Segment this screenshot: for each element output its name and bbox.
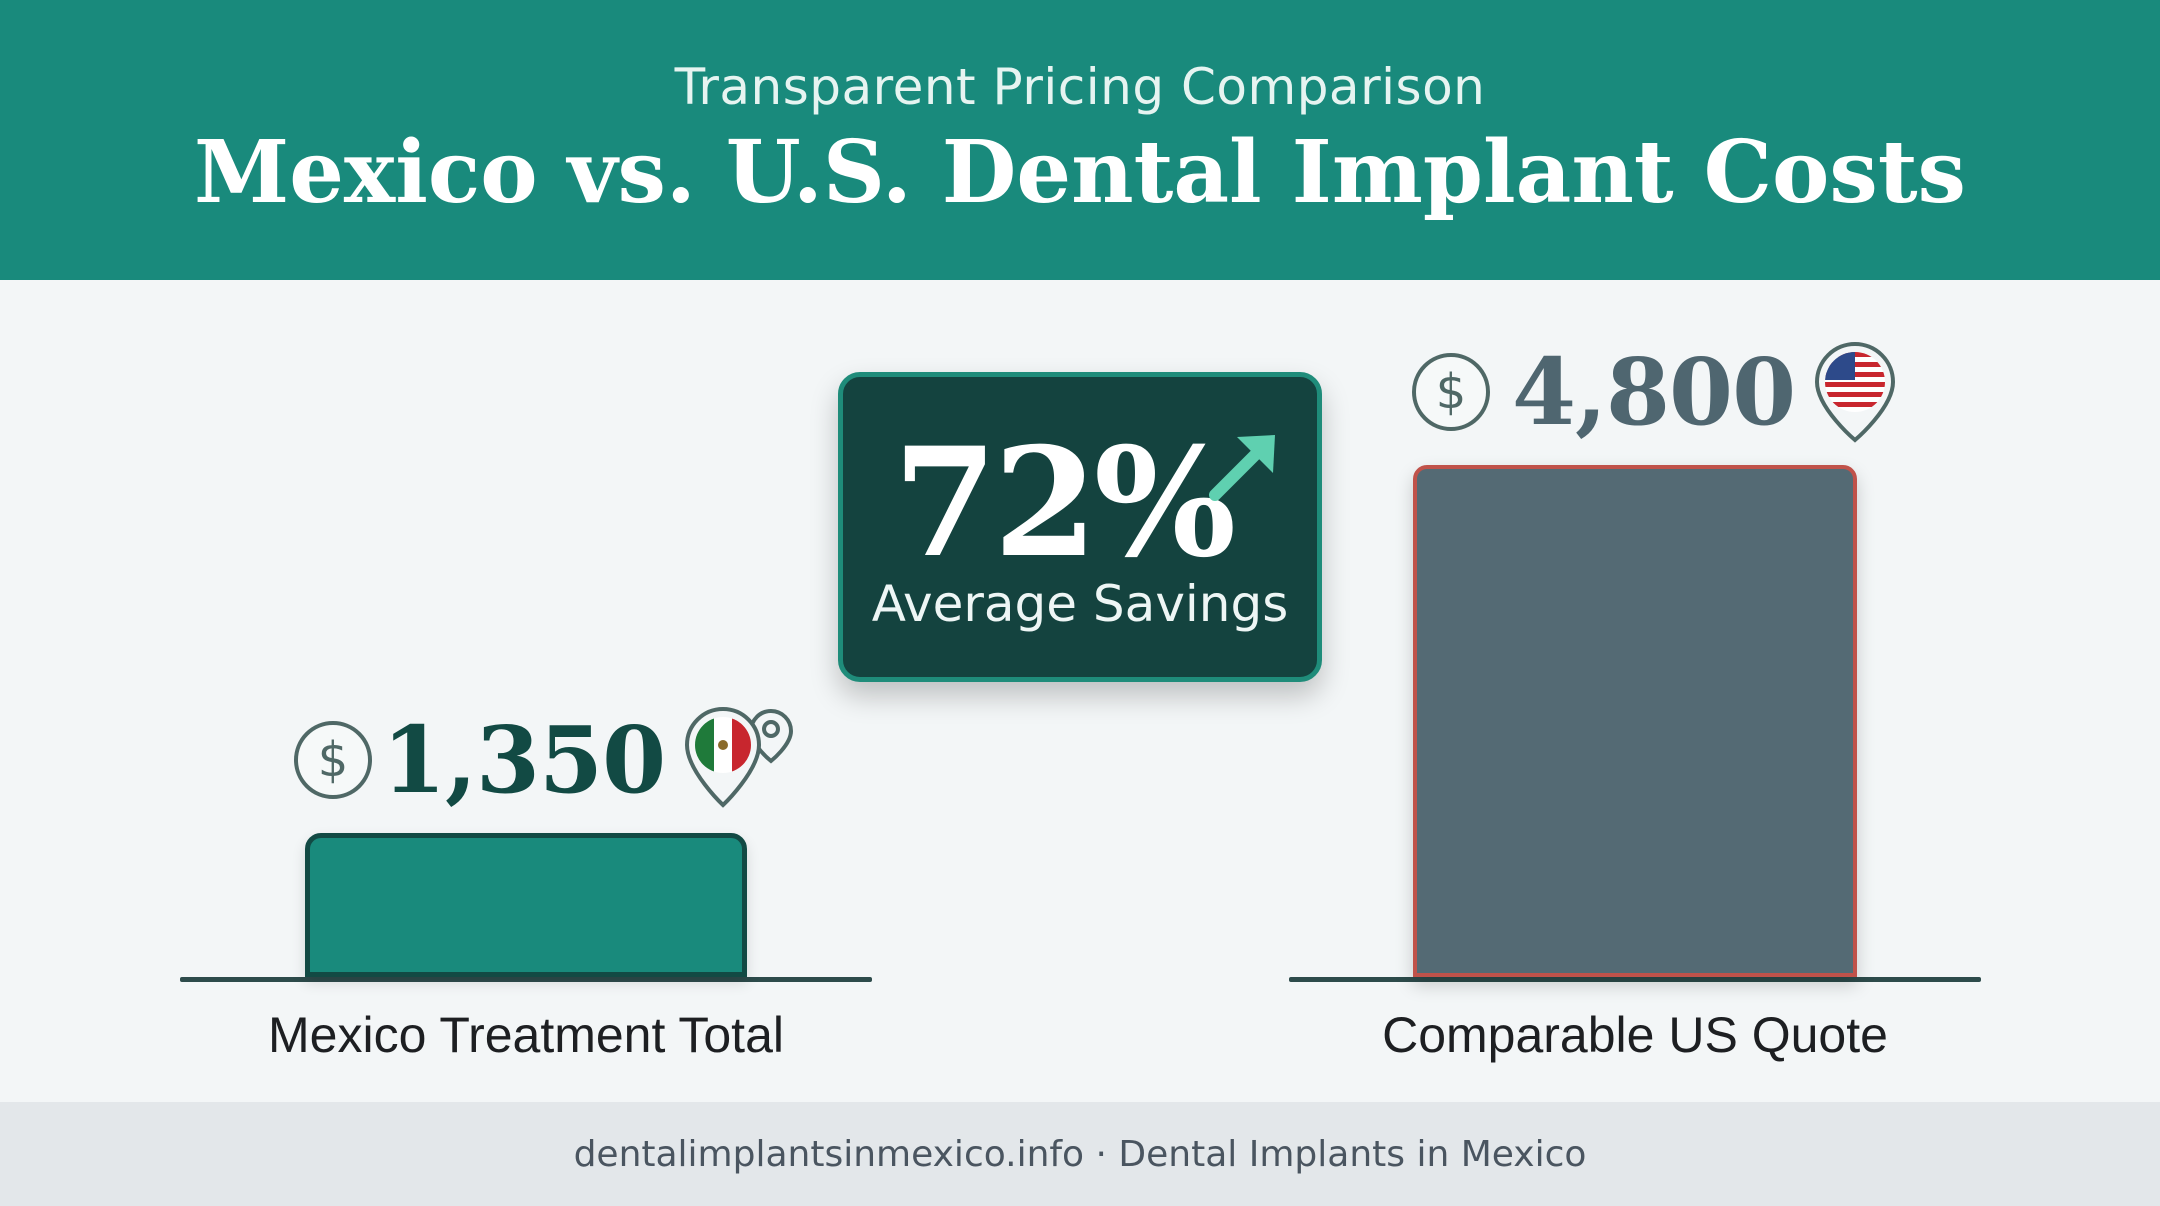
bar-mexico-treatment-total [305,833,747,977]
savings-percentage: 72% [893,415,1236,591]
category-label-us: Comparable US Quote [1382,1007,1888,1063]
footer-source-text: dentalimplantsinmexico.info · Dental Imp… [573,1134,1587,1175]
savings-label: Average Savings [871,575,1289,633]
mexico-baseline [180,977,872,982]
mexico-flag-pin-icon [685,706,794,808]
us-flag-pin-icon [1815,341,1896,443]
us-baseline [1289,977,1981,982]
arrow-up-right-icon [1209,435,1275,501]
header-banner: Transparent Pricing Comparison Mexico vs… [0,0,2160,280]
dollar-circle-icon: $ [1412,353,1490,431]
value-label-mexico: $ 1,350 [294,705,803,815]
value-label-us: $ 4,800 [1412,337,1897,447]
chart-subtitle: Transparent Pricing Comparison [674,58,1486,116]
chart-title: Mexico vs. U.S. Dental Implant Costs [194,122,1966,223]
value-text-us: 4,800 [1512,338,1796,446]
bar-comparable-us-quote [1413,465,1857,977]
category-label-mexico: Mexico Treatment Total [268,1007,784,1063]
footer-bar: dentalimplantsinmexico.info · Dental Imp… [0,1102,2160,1206]
dollar-circle-icon: $ [294,721,372,799]
savings-callout-card: 72% Average Savings [838,372,1322,682]
value-text-mexico: 1,350 [382,706,666,814]
